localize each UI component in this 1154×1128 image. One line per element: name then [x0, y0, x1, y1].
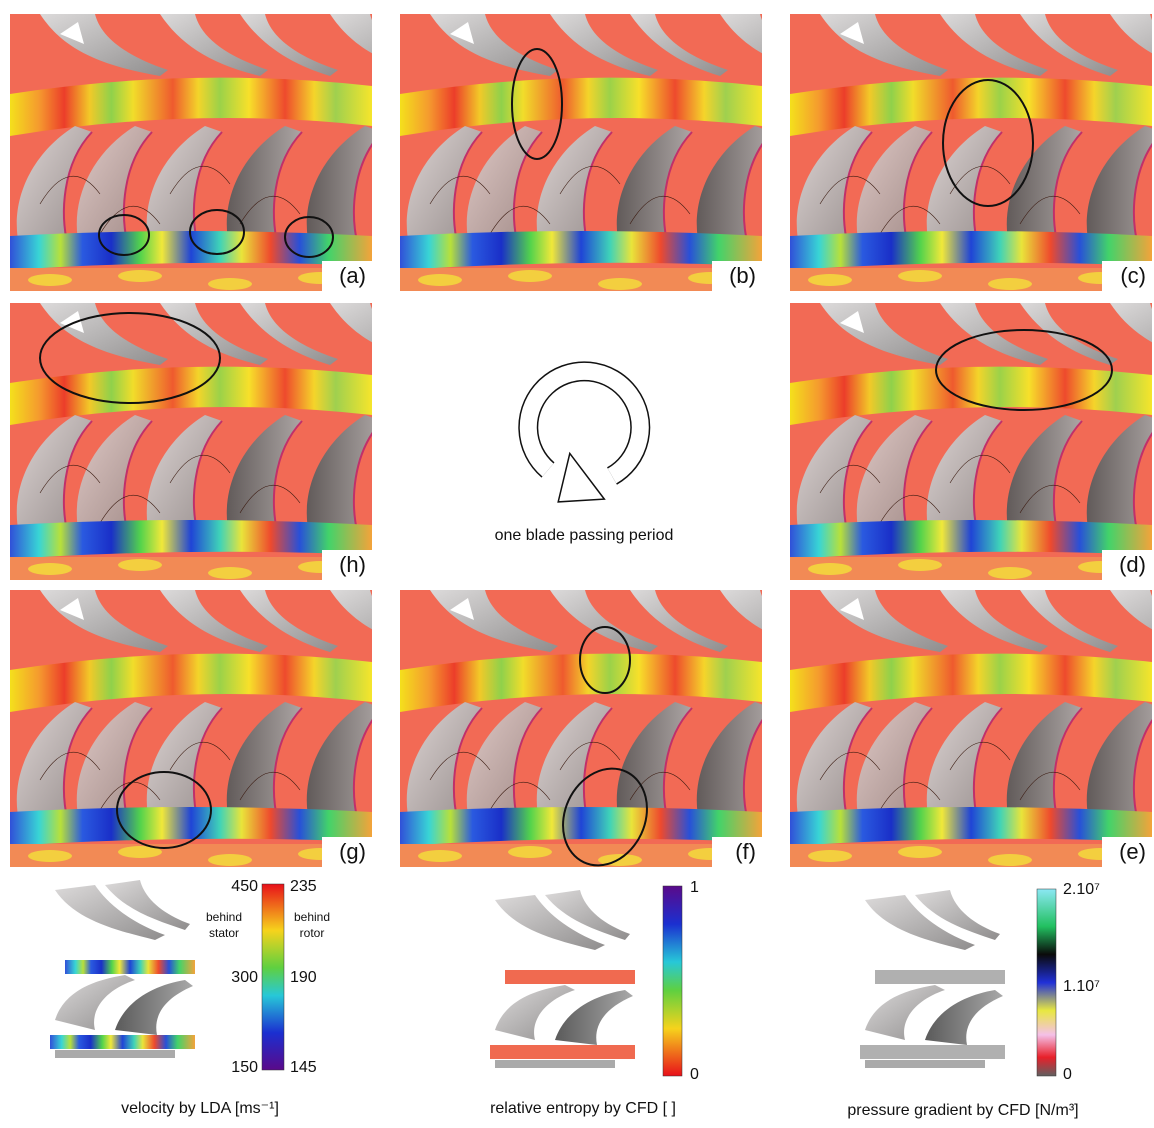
panel-label: (a) [339, 263, 366, 288]
legend-thumbnail [50, 880, 195, 1058]
colorbar [262, 884, 284, 1070]
colorbar [663, 886, 682, 1076]
panel-label: (f) [735, 839, 756, 864]
colorbar-tick-right: 190 [290, 969, 317, 986]
legend-title: pressure gradient by CFD [N/m³] [847, 1102, 1078, 1119]
panel: (d) [790, 303, 1154, 581]
colorbar-note: rotor [300, 926, 325, 940]
cfd-image [790, 14, 1154, 292]
panel-label: (h) [339, 552, 366, 577]
thumb-band [50, 1035, 195, 1049]
panel-grid: (a) (b) (c) (h) (d) (g) (f) (e) [10, 14, 1154, 879]
thumb-blade [115, 980, 193, 1035]
colorbar-note: stator [209, 926, 239, 940]
colorbar-tick-left: 300 [231, 969, 258, 986]
colorbar-tick: 0 [690, 1066, 699, 1083]
colorbar-tick: 1.10⁷ [1063, 978, 1100, 995]
colorbar-tick-right: 145 [290, 1059, 317, 1076]
legend-title: velocity by LDA [ms⁻¹] [121, 1100, 279, 1117]
thumb-base [865, 1060, 985, 1068]
rotation-arrow [528, 371, 640, 517]
center-caption: one blade passing period [495, 527, 674, 544]
legend-thumbnail [490, 890, 635, 1068]
colorbar-tick: 0 [1063, 1066, 1072, 1083]
thumb-band [875, 970, 1005, 984]
colorbar-note: behind [206, 910, 242, 924]
thumb-blade [925, 990, 1003, 1045]
panel: (f) [400, 590, 833, 879]
thumb-band [65, 960, 195, 974]
legend-title: relative entropy by CFD [ ] [490, 1100, 676, 1117]
thumb-band [860, 1045, 1005, 1059]
panel-label: (c) [1120, 263, 1146, 288]
panel: (h) [10, 303, 443, 581]
colorbar [1037, 889, 1056, 1076]
panel-label: (d) [1119, 552, 1146, 577]
colorbar-tick: 2.10⁷ [1063, 881, 1100, 898]
cfd-image [790, 590, 1154, 868]
panel: (c) [790, 14, 1154, 292]
colorbar-note: behind [294, 910, 330, 924]
cfd-image [790, 303, 1154, 581]
cfd-image [10, 303, 443, 581]
panel-label: (b) [729, 263, 756, 288]
panel: (b) [400, 14, 833, 292]
legend-thumbnail [860, 890, 1005, 1068]
panel-label: (g) [339, 839, 366, 864]
panel: (e) [790, 590, 1154, 868]
colorbar-tick-right: 235 [290, 878, 317, 895]
cfd-image [10, 590, 443, 868]
cfd-image [10, 14, 443, 292]
cfd-image [400, 14, 833, 292]
panel: (g) [10, 590, 443, 868]
colorbar-tick: 1 [690, 879, 699, 896]
legends: 450 300 150 235 190 145 behind stator behind roto… [50, 878, 1100, 1119]
panel-label: (e) [1119, 839, 1146, 864]
colorbar-tick-left: 150 [231, 1059, 258, 1076]
thumb-band [505, 970, 635, 984]
thumb-base [55, 1050, 175, 1058]
panel: (a) [10, 14, 443, 292]
colorbar-tick-left: 450 [231, 878, 258, 895]
thumb-base [495, 1060, 615, 1068]
thumb-band [490, 1045, 635, 1059]
figure: (a) (b) (c) (h) (d) (g) (f) (e) one blade passi… [0, 0, 1154, 1128]
thumb-blade [555, 990, 633, 1045]
